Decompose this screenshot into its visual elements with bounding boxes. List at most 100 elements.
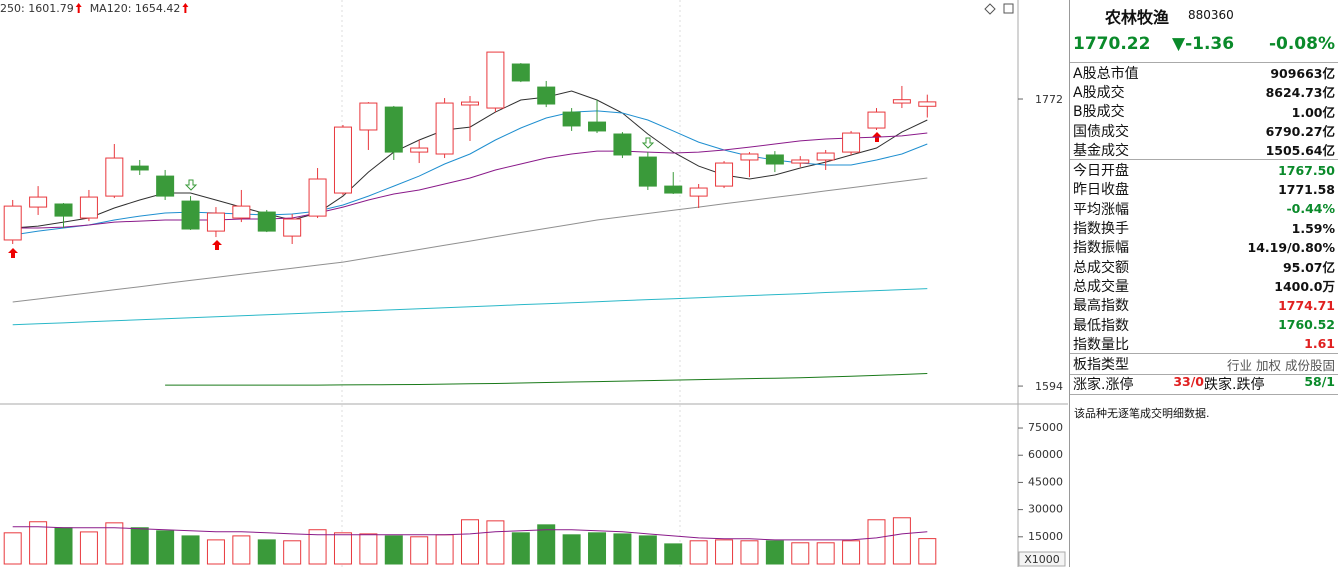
volume-bar bbox=[105, 522, 124, 565]
stat-label: 指数振幅 bbox=[1073, 240, 1129, 257]
candle-body bbox=[333, 126, 352, 194]
volume-ma-line bbox=[12, 526, 928, 541]
volume-bar bbox=[562, 534, 581, 565]
stat-label: 总成交额 bbox=[1073, 259, 1129, 276]
stat-label: 国债成交 bbox=[1073, 123, 1129, 140]
legend-entry: MA120: 1654.42 bbox=[90, 2, 181, 15]
stat-row: B股成交 1.00亿 bbox=[1070, 102, 1338, 121]
stat-group: 涨家.涨停 33/0 跌家.跌停 58/1 bbox=[1070, 374, 1338, 396]
volume-bar bbox=[537, 524, 556, 565]
stat-value: 1.00亿 bbox=[1291, 104, 1335, 120]
volume-bar bbox=[461, 519, 479, 565]
volume-bar bbox=[130, 527, 149, 565]
candle-body bbox=[511, 63, 530, 82]
candle-body bbox=[435, 102, 454, 155]
candle-body bbox=[765, 154, 784, 165]
volume-bar bbox=[638, 535, 657, 565]
volume-bar bbox=[232, 535, 251, 565]
stat-value: 1.59% bbox=[1291, 220, 1335, 236]
stat-label: 最高指数 bbox=[1073, 298, 1129, 315]
price: 1770.22 bbox=[1073, 34, 1151, 54]
candle-body bbox=[384, 106, 403, 153]
change: ▼-1.36 bbox=[1172, 34, 1235, 54]
y-tick-label: 1772 bbox=[1035, 93, 1063, 106]
stat-row: 指数量比 1.61 bbox=[1070, 334, 1338, 353]
volume-bar bbox=[918, 538, 937, 565]
stat-value: 58/1 bbox=[1304, 374, 1335, 390]
stat-label: 最低指数 bbox=[1073, 317, 1129, 334]
candle-body bbox=[105, 157, 124, 197]
stat-row: 总成交额 95.07亿 bbox=[1070, 257, 1338, 276]
legend-arrow bbox=[75, 3, 82, 13]
volume-bar bbox=[816, 542, 835, 565]
stat-row: A股总市值 909663亿 bbox=[1070, 63, 1338, 82]
candle-body bbox=[791, 159, 810, 164]
volume-bar bbox=[511, 532, 530, 565]
candle-body bbox=[918, 101, 937, 107]
candle-body bbox=[257, 211, 276, 232]
candle-body bbox=[740, 153, 759, 161]
stat-row: 基金成交 1505.64亿 bbox=[1070, 140, 1338, 159]
volume-bar bbox=[689, 540, 708, 565]
volume-bar bbox=[384, 535, 403, 565]
y-tick-label: 75000 bbox=[1028, 421, 1063, 434]
stat-group: 板指类型 行业 加权 成份股固 bbox=[1070, 354, 1338, 375]
stat-label: 指数换手 bbox=[1073, 221, 1129, 238]
stat-value: 6790.27亿 bbox=[1265, 124, 1335, 140]
stat-label: 基金成交 bbox=[1073, 142, 1129, 159]
stat-value: 909663亿 bbox=[1270, 66, 1335, 82]
stat-label: A股总市值 bbox=[1073, 65, 1139, 82]
stat-value: 95.07亿 bbox=[1282, 260, 1335, 276]
candle-body bbox=[842, 132, 861, 153]
quote-line: 1770.22 ▼-1.36 -0.08% bbox=[1070, 28, 1338, 63]
stat-row: 总成交量 1400.0万 bbox=[1070, 276, 1338, 295]
volume-bar bbox=[740, 540, 759, 565]
stat-row: 涨家.涨停 33/0 跌家.跌停 58/1 bbox=[1070, 374, 1338, 394]
volume-bar bbox=[613, 533, 632, 565]
legend-entry: 250: 1601.79 bbox=[0, 2, 74, 15]
candle-body bbox=[486, 51, 505, 109]
volume-bar bbox=[333, 532, 352, 565]
note: 该品种无逐笔成交明细数据. bbox=[1074, 407, 1210, 421]
volume-bar bbox=[842, 540, 861, 565]
candle-body bbox=[3, 205, 22, 241]
square-icon[interactable] bbox=[1003, 3, 1014, 14]
change-pct: -0.08% bbox=[1268, 34, 1335, 54]
y-tick-label: 60000 bbox=[1028, 448, 1063, 461]
stat-row: 指数换手 1.59% bbox=[1070, 218, 1338, 238]
volume-bar bbox=[664, 543, 683, 565]
stat-group: A股总市值 909663亿 A股成交 8624.73亿 B股成交 1.00亿 国债成交 679… bbox=[1070, 63, 1338, 161]
stat-value: 8624.73亿 bbox=[1265, 85, 1335, 101]
volume-bar bbox=[791, 542, 810, 565]
stat-row: 昨日收盘 1771.58 bbox=[1070, 180, 1338, 199]
volume-bar bbox=[181, 535, 200, 565]
candle-body bbox=[867, 111, 886, 129]
candle-body bbox=[613, 133, 632, 156]
volume-bar bbox=[765, 540, 784, 565]
stat-value: 1760.52 bbox=[1278, 317, 1335, 332]
diamond-icon[interactable] bbox=[984, 3, 996, 15]
candle-body bbox=[537, 86, 556, 105]
stat-value: 1400.0万 bbox=[1274, 279, 1335, 295]
volume-bar bbox=[79, 531, 98, 565]
candle-body bbox=[892, 99, 911, 104]
ma-line bbox=[165, 373, 928, 386]
y-tick-label: 30000 bbox=[1028, 503, 1063, 516]
stat-value: 1771.58 bbox=[1278, 181, 1335, 197]
legend-arrow bbox=[182, 3, 189, 13]
stat-value: 1767.50 bbox=[1278, 162, 1335, 178]
stat-label: 总成交量 bbox=[1073, 278, 1129, 295]
panel-header: 农林牧渔 880360 bbox=[1070, 0, 1338, 28]
stat-row: 国债成交 6790.27亿 bbox=[1070, 121, 1338, 140]
candle-body bbox=[156, 175, 175, 197]
volume-bar bbox=[588, 532, 607, 565]
stat-row: 最高指数 1774.71 bbox=[1070, 296, 1338, 315]
stat-pair: 涨家.涨停 33/0 bbox=[1073, 374, 1204, 394]
quote-panel: 农林牧渔 880360 1770.22 ▼-1.36 -0.08% A股总市值 9… bbox=[1069, 0, 1338, 567]
y-tick-label: 15000 bbox=[1028, 530, 1063, 543]
ma-line bbox=[12, 177, 928, 303]
stat-value: 14.19/0.80% bbox=[1247, 239, 1335, 255]
y-tick-label: 1594 bbox=[1035, 380, 1063, 393]
candle-body bbox=[816, 152, 835, 161]
